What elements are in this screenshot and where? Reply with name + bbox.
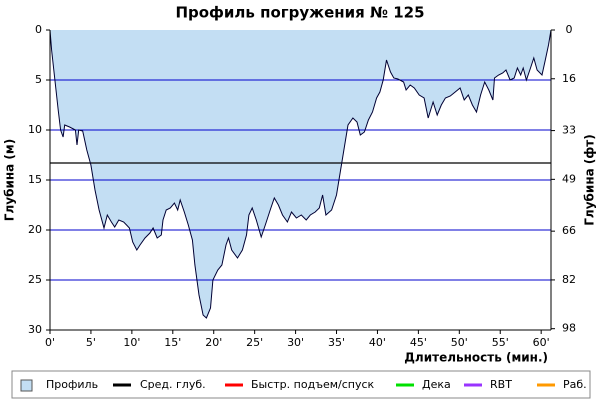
y-tick-label: 30 bbox=[28, 323, 42, 336]
x-tick-label: 60' bbox=[533, 336, 550, 349]
legend-label: Сред. глуб. bbox=[140, 378, 206, 391]
y-tick-label: 5 bbox=[35, 73, 42, 86]
y2-tick-label: 82 bbox=[562, 273, 576, 286]
x-tick-label: 45' bbox=[410, 336, 427, 349]
x-axis-label: Длительность (мин.) bbox=[404, 351, 548, 365]
y-axis-label: Глубина (м) bbox=[3, 139, 17, 221]
y-tick-label: 0 bbox=[35, 23, 42, 36]
x-tick-label: 30' bbox=[287, 336, 304, 349]
y2-tick-label: 0 bbox=[566, 23, 573, 36]
legend-label: Быстр. подъем/спуск bbox=[251, 378, 375, 391]
x-tick-label: 10' bbox=[123, 336, 140, 349]
legend-label: Раб. bbox=[563, 378, 587, 391]
x-tick-label: 35' bbox=[328, 336, 345, 349]
y-tick-label: 25 bbox=[28, 273, 42, 286]
chart-title: Профиль погружения № 125 bbox=[175, 4, 424, 22]
x-tick-label: 25' bbox=[246, 336, 263, 349]
y2-tick-label: 49 bbox=[562, 172, 576, 185]
y-tick-label: 10 bbox=[28, 123, 42, 136]
profile-area bbox=[50, 30, 551, 318]
x-tick-label: 15' bbox=[164, 336, 181, 349]
legend-swatch bbox=[20, 379, 33, 392]
y2-tick-label: 16 bbox=[562, 72, 576, 85]
legend-label: RBT bbox=[490, 378, 512, 391]
x-tick-label: 50' bbox=[451, 336, 468, 349]
y2-axis-label: Глубина (фт) bbox=[583, 134, 597, 225]
y2-tick-label: 66 bbox=[562, 224, 576, 237]
x-tick-label: 0' bbox=[45, 336, 55, 349]
x-tick-label: 55' bbox=[492, 336, 509, 349]
legend-label: Дека bbox=[422, 378, 451, 391]
legend-label: Профиль bbox=[46, 378, 98, 391]
x-tick-label: 5' bbox=[86, 336, 96, 349]
legend-box bbox=[11, 370, 591, 399]
y-tick-label: 20 bbox=[28, 223, 42, 236]
y2-tick-label: 33 bbox=[562, 124, 576, 137]
profile-line bbox=[49, 29, 552, 319]
x-tick-label: 20' bbox=[205, 336, 222, 349]
x-tick-label: 40' bbox=[369, 336, 386, 349]
y-tick-label: 15 bbox=[28, 173, 42, 186]
y2-tick-label: 98 bbox=[562, 322, 576, 335]
